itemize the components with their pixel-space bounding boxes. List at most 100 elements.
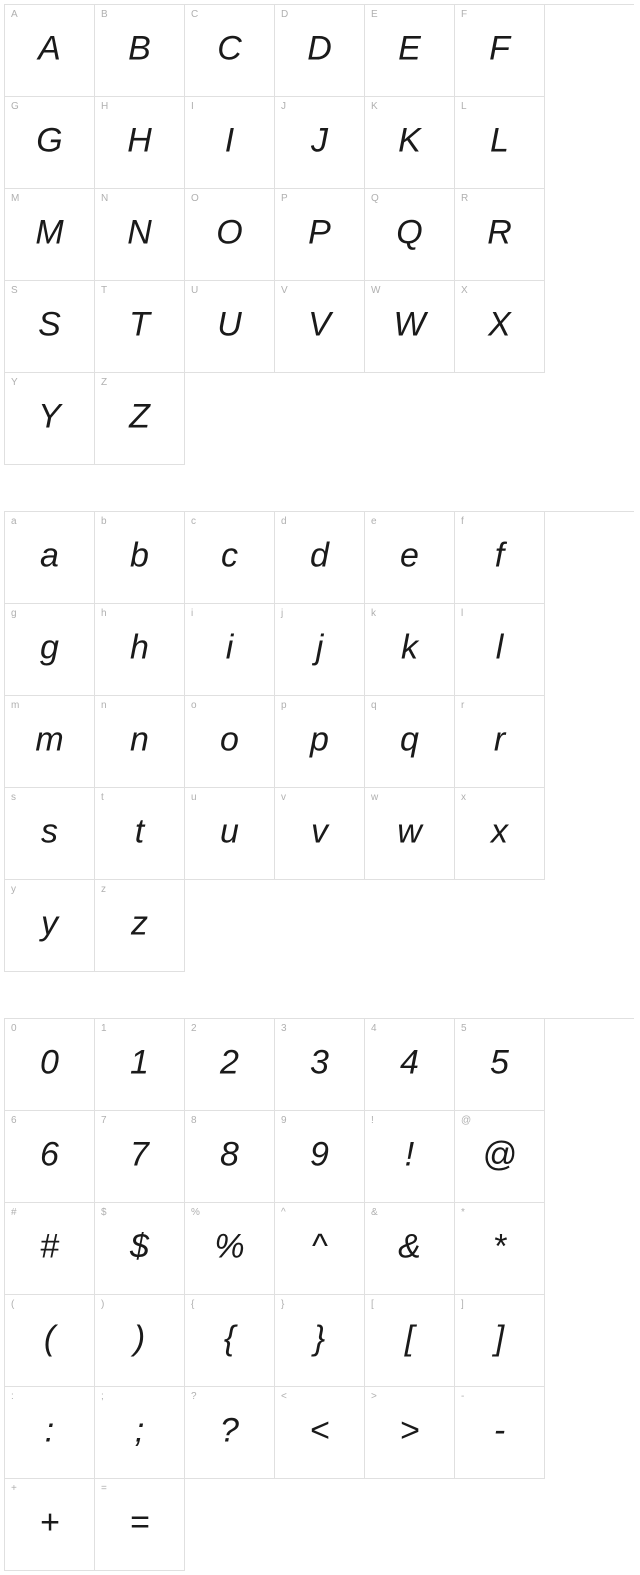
glyph-cell-glyph: < — [310, 1413, 330, 1447]
glyph-cell: bb — [95, 512, 185, 604]
glyph-cell: PP — [275, 189, 365, 281]
glyph-cell-label: s — [11, 792, 16, 803]
glyph-cell: NN — [95, 189, 185, 281]
glyph-cell: 22 — [185, 1019, 275, 1111]
glyph-cell-label: P — [281, 193, 288, 204]
glyph-cell-glyph: h — [130, 630, 149, 664]
glyph-cell: VV — [275, 281, 365, 373]
glyph-cell: ## — [5, 1203, 95, 1295]
glyph-cell-glyph: b — [130, 538, 149, 572]
glyph-cell-glyph: G — [36, 123, 62, 157]
glyph-cell-label: u — [191, 792, 197, 803]
glyph-cell-label: n — [101, 700, 107, 711]
glyph-cell-glyph: P — [308, 215, 331, 249]
glyph-cell-glyph: t — [135, 814, 144, 848]
glyph-cell: xx — [455, 788, 545, 880]
glyph-cell: FF — [455, 5, 545, 97]
glyph-cell-glyph: I — [225, 123, 234, 157]
glyph-cell-glyph: ^ — [312, 1229, 328, 1263]
glyph-cell: 99 — [275, 1111, 365, 1203]
glyph-cell-label: t — [101, 792, 104, 803]
glyph-cell-glyph: q — [400, 722, 419, 756]
glyph-cell: :: — [5, 1387, 95, 1479]
glyph-cell-glyph: g — [40, 630, 59, 664]
glyph-cell-label: x — [461, 792, 466, 803]
glyph-cell-label: ( — [11, 1299, 14, 1310]
glyph-cell-glyph: * — [493, 1229, 506, 1263]
glyph-cell: ;; — [95, 1387, 185, 1479]
glyph-cell: CC — [185, 5, 275, 97]
glyph-cell-label: [ — [371, 1299, 374, 1310]
glyph-cell-glyph: & — [398, 1229, 421, 1263]
glyph-cell-glyph: J — [311, 123, 328, 157]
glyph-cell-label: 9 — [281, 1115, 287, 1126]
glyph-cell: EE — [365, 5, 455, 97]
glyph-cell: HH — [95, 97, 185, 189]
glyph-cell-glyph: U — [217, 307, 242, 341]
glyph-cell: 55 — [455, 1019, 545, 1111]
glyph-section-lowercase: aabbccddeeffgghhiijjkkllmmnnooppqqrrsstt… — [4, 511, 634, 972]
glyph-cell: mm — [5, 696, 95, 788]
glyph-cell-label: 3 — [281, 1023, 287, 1034]
glyph-cell-label: 1 — [101, 1023, 107, 1034]
glyph-cell-label: 4 — [371, 1023, 377, 1034]
glyph-cell-glyph: 7 — [130, 1137, 149, 1171]
glyph-cell-glyph: - — [494, 1413, 505, 1447]
glyph-cell: XX — [455, 281, 545, 373]
glyph-cell: )) — [95, 1295, 185, 1387]
glyph-cell: tt — [95, 788, 185, 880]
glyph-cell: BB — [95, 5, 185, 97]
glyph-cell: kk — [365, 604, 455, 696]
glyph-cell-label: & — [371, 1207, 378, 1218]
glyph-cell-glyph: : — [45, 1413, 54, 1447]
glyph-cell-label: z — [101, 884, 106, 895]
glyph-cell-label: } — [281, 1299, 284, 1310]
glyph-cell-glyph: > — [400, 1413, 420, 1447]
glyph-cell-label: ^ — [281, 1207, 286, 1218]
glyph-cell-glyph: R — [487, 215, 512, 249]
glyph-cell: ll — [455, 604, 545, 696]
glyph-cell-glyph: = — [130, 1505, 150, 1539]
glyph-cell-glyph: C — [217, 31, 242, 65]
glyph-cell-glyph: ( — [44, 1321, 55, 1355]
glyph-cell: YY — [5, 373, 95, 465]
glyph-cell-glyph: i — [226, 630, 234, 664]
section-gap — [4, 465, 634, 511]
glyph-cell-label: 5 — [461, 1023, 467, 1034]
glyph-cell-label: e — [371, 516, 377, 527]
section-gap — [4, 972, 634, 1018]
glyph-cell-label: + — [11, 1483, 17, 1494]
glyph-cell-label: N — [101, 193, 108, 204]
glyph-cell: pp — [275, 696, 365, 788]
glyph-cell-label: d — [281, 516, 287, 527]
glyph-cell-label: a — [11, 516, 17, 527]
glyph-cell-label: S — [11, 285, 18, 296]
glyph-cell-glyph: ) — [134, 1321, 145, 1355]
glyph-cell-label: Q — [371, 193, 379, 204]
glyph-cell-label: y — [11, 884, 16, 895]
glyph-cell-label: g — [11, 608, 17, 619]
glyph-cell-glyph: X — [488, 307, 511, 341]
glyph-cell: @@ — [455, 1111, 545, 1203]
glyph-cell: 00 — [5, 1019, 95, 1111]
glyph-cell-label: % — [191, 1207, 200, 1218]
glyph-cell: ii — [185, 604, 275, 696]
glyph-cell-glyph: a — [40, 538, 59, 572]
glyph-cell-label: q — [371, 700, 377, 711]
glyph-cell: ee — [365, 512, 455, 604]
glyph-cell-label: > — [371, 1391, 377, 1402]
glyph-cell-label: I — [191, 101, 194, 112]
glyph-cell-glyph: T — [129, 307, 150, 341]
glyph-cell-glyph: $ — [130, 1229, 149, 1263]
glyph-cell: 33 — [275, 1019, 365, 1111]
glyph-cell-glyph: Q — [396, 215, 422, 249]
glyph-cell: oo — [185, 696, 275, 788]
glyph-cell-label: # — [11, 1207, 17, 1218]
glyph-cell-glyph: r — [494, 722, 505, 756]
glyph-cell: 11 — [95, 1019, 185, 1111]
glyph-cell: (( — [5, 1295, 95, 1387]
glyph-cell-glyph: e — [400, 538, 419, 572]
glyph-cell-glyph: B — [128, 31, 151, 65]
glyph-cell: ]] — [455, 1295, 545, 1387]
glyph-section-numerals-symbols: 00112233445566778899!!@@##$$%%^^&&**(())… — [4, 1018, 634, 1571]
